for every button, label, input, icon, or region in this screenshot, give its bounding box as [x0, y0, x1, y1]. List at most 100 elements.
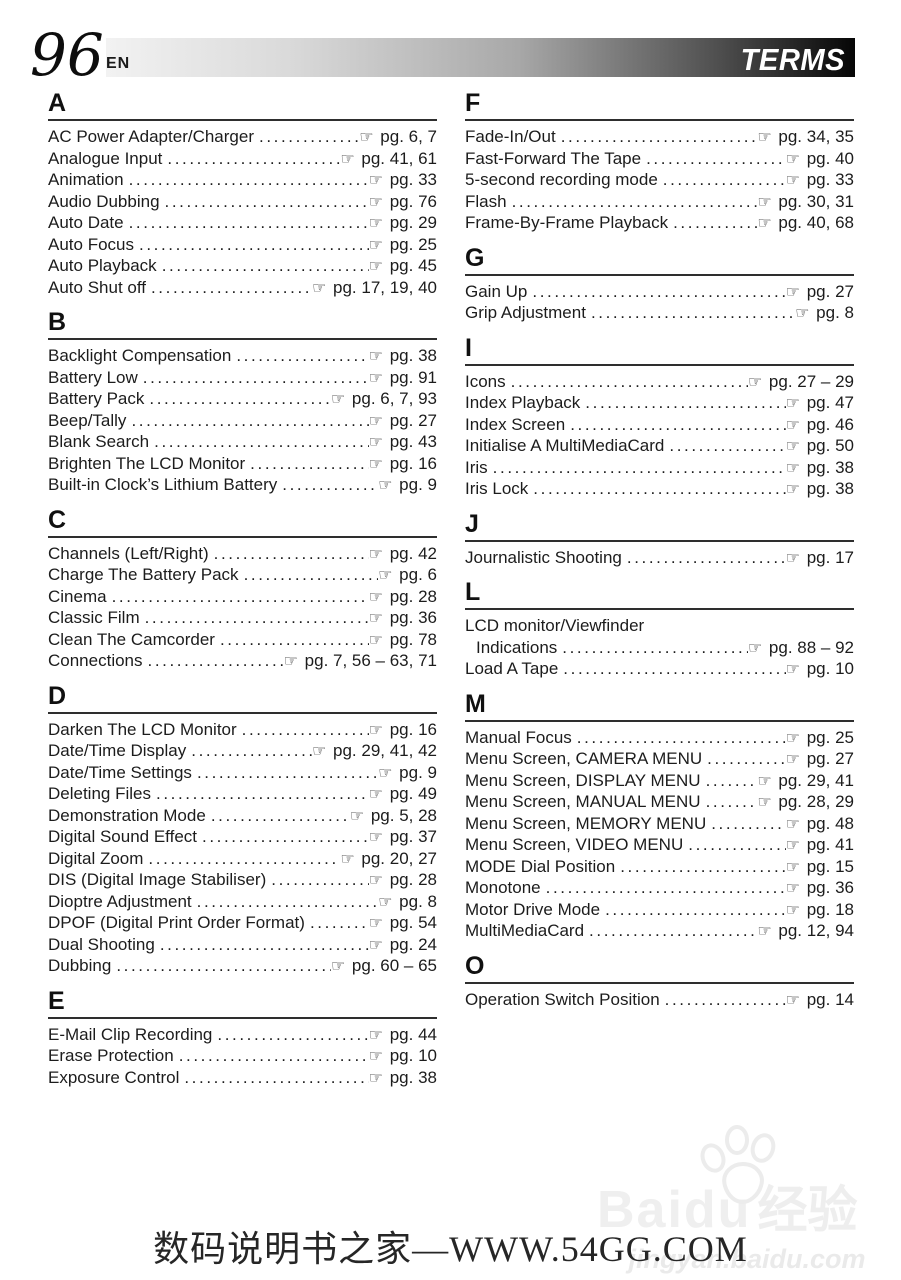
page-reference-text: pg. 6, 7, 93: [347, 389, 437, 408]
page-reference: ☞ pg. 8: [795, 302, 854, 324]
dot-leader: ........................................…: [150, 277, 312, 297]
entry-term: Audio Dubbing: [48, 191, 160, 211]
page-reference: ☞ pg. 41: [786, 834, 854, 856]
pointing-hand-icon: ☞: [785, 899, 800, 919]
index-entry: Exposure Control........................…: [48, 1067, 437, 1089]
dot-leader: ........................................…: [142, 367, 369, 387]
dot-leader: ........................................…: [178, 1046, 369, 1065]
entry-term: DPOF (Digital Print Order Format): [48, 913, 305, 932]
index-entry: Clean The Camcorder.....................…: [48, 629, 437, 651]
dot-leader: ........................................…: [532, 281, 785, 301]
page-reference: ☞ pg. 6: [378, 564, 437, 586]
page-reference-text: pg. 29, 41: [773, 770, 854, 790]
page-reference: ☞ pg. 29: [369, 212, 437, 234]
index-section-c: C Channels (Left/Right)..................…: [48, 507, 437, 672]
page-reference-text: pg. 9: [394, 475, 437, 494]
dot-leader: ........................................…: [128, 170, 369, 189]
index-entry: Indications.............................…: [465, 637, 854, 659]
entry-term: Built-in Clock’s Lithium Battery: [48, 475, 278, 494]
pointing-hand-icon: ☞: [368, 410, 383, 430]
index-entry: Iris....................................…: [465, 457, 854, 479]
dot-leader: ........................................…: [243, 565, 379, 584]
page-reference-text: pg. 16: [385, 719, 437, 739]
entry-term: Date/Time Display: [48, 741, 187, 760]
page-reference-text: pg. 78: [385, 629, 437, 649]
page-reference-text: pg. 34, 35: [773, 127, 854, 146]
pointing-hand-icon: ☞: [368, 629, 383, 649]
page-reference-text: pg. 14: [802, 989, 854, 1009]
page-reference: ☞ pg. 28, 29: [757, 791, 854, 813]
page-reference-text: pg. 28: [385, 586, 437, 606]
index-entry: DIS (Digital Image Stabiliser)..........…: [48, 869, 437, 891]
page-reference-text: pg. 45: [385, 256, 437, 275]
pointing-hand-icon: ☞: [785, 659, 800, 678]
page-reference-text: pg. 20, 27: [356, 848, 437, 868]
page-reference: ☞ pg. 17, 19, 40: [312, 277, 437, 299]
page-reference: ☞ pg. 33: [786, 169, 854, 191]
page-reference-text: pg. 25: [802, 727, 854, 747]
page-reference: ☞ pg. 54: [369, 912, 437, 934]
index-section-a: A AC Power Adapter/Charger...............…: [48, 90, 437, 298]
index-entry: Dioptre Adjustment......................…: [48, 891, 437, 913]
index-entry: Grip Adjustment.........................…: [465, 302, 854, 324]
index-entry: Auto Focus..............................…: [48, 234, 437, 256]
index-entry: Operation Switch Position...............…: [465, 989, 854, 1011]
page-reference: ☞ pg. 8: [378, 891, 437, 913]
dot-leader: ........................................…: [217, 1024, 369, 1044]
pointing-hand-icon: ☞: [785, 148, 800, 168]
page-reference: ☞ pg. 38: [786, 457, 854, 479]
entry-term: Fade-In/Out: [465, 127, 556, 146]
index-section-m: M Manual Focus...........................…: [465, 691, 854, 942]
pointing-hand-icon: ☞: [283, 651, 298, 670]
entry-term: Classic Film: [48, 608, 140, 627]
page-reference: ☞ pg. 16: [369, 719, 437, 741]
index-entry: Monotone................................…: [465, 877, 854, 899]
page-reference: ☞ pg. 17: [786, 547, 854, 569]
pointing-hand-icon: ☞: [378, 891, 393, 911]
page-reference-text: pg. 43: [385, 432, 437, 451]
page-reference: ☞ pg. 25: [369, 234, 437, 256]
page-reference-text: pg. 38: [802, 457, 854, 477]
entry-term: Connections: [48, 651, 143, 670]
page-reference: ☞ pg. 60 – 65: [331, 955, 437, 977]
page-reference-text: pg. 27: [802, 281, 854, 301]
index-entry: Iris Lock...............................…: [465, 478, 854, 500]
pointing-hand-icon: ☞: [368, 1024, 383, 1044]
entry-term: Darken The LCD Monitor: [48, 719, 237, 739]
page-reference-text: pg. 91: [385, 367, 437, 387]
page-header: 96 EN TERMS: [0, 0, 901, 95]
page-reference-text: pg. 40: [802, 148, 854, 168]
page-reference-text: pg. 37: [385, 827, 437, 846]
page-reference-text: pg. 44: [385, 1024, 437, 1044]
index-section-i: I Icons..................................…: [465, 335, 854, 500]
page-reference-text: pg. 6, 7: [375, 127, 437, 146]
pointing-hand-icon: ☞: [330, 389, 346, 408]
dot-leader: ........................................…: [144, 608, 369, 627]
dot-leader: ........................................…: [563, 659, 785, 678]
dot-leader: ........................................…: [196, 762, 378, 782]
page-reference: ☞ pg. 91: [369, 367, 437, 389]
pointing-hand-icon: ☞: [368, 913, 383, 932]
entry-term: Beep/Tally: [48, 410, 127, 430]
page-reference: ☞ pg. 5, 28: [350, 805, 437, 827]
page-reference: ☞ pg. 27: [786, 281, 854, 303]
pointing-hand-icon: ☞: [368, 346, 383, 365]
page-reference-text: pg. 24: [385, 934, 437, 954]
entry-term: LCD monitor/Viewfinder: [465, 616, 645, 635]
page-reference-text: pg. 36: [802, 878, 854, 897]
entry-term: Menu Screen, VIDEO MENU: [465, 835, 684, 854]
entry-term: MODE Dial Position: [465, 856, 616, 876]
index-entry: Menu Screen, DISPLAY MENU...............…: [465, 770, 854, 792]
page-reference-text: pg. 27: [385, 410, 437, 430]
index-section-b: B Backlight Compensation.................…: [48, 309, 437, 496]
dot-leader: ........................................…: [576, 727, 786, 747]
dot-leader: ........................................…: [219, 629, 369, 649]
page-language-label: EN: [106, 55, 131, 72]
entry-term: Gain Up: [465, 281, 528, 301]
index-section-e: E E-Mail Clip Recording..................…: [48, 988, 437, 1089]
index-entry: MODE Dial Position......................…: [465, 856, 854, 878]
pointing-hand-icon: ☞: [785, 393, 800, 412]
page-reference-text: pg. 76: [385, 191, 437, 211]
section-letter: D: [48, 683, 437, 714]
dot-leader: ........................................…: [156, 784, 369, 803]
